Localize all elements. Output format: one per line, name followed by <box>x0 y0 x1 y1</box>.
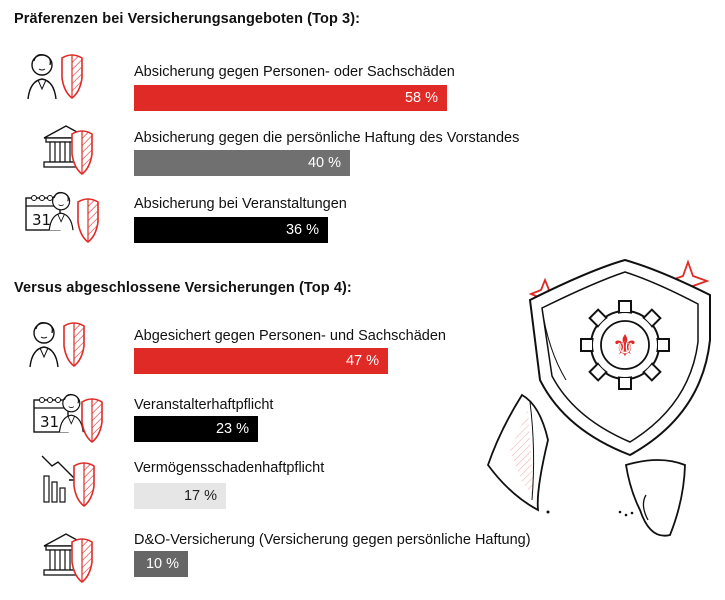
chart1-value-3: 36 % <box>285 222 319 238</box>
shield-gear-fleur-de-lis-icon: ⚜ <box>486 258 711 537</box>
chart1-bar-2: 40 % <box>134 150 350 176</box>
person-shield-icon <box>27 53 83 100</box>
chart1-bar-1: 58 % <box>134 85 447 111</box>
chart2-value-2: 23 % <box>215 421 249 437</box>
chart2-value-1: 47 % <box>345 353 379 369</box>
chart2-label-4: D&O-Versicherung (Versicherung gegen per… <box>134 532 531 548</box>
chart2-bar-3: 17 % <box>134 483 226 509</box>
institution-shield-icon <box>43 533 93 583</box>
institution-shield-icon <box>43 125 93 175</box>
chart1-row-3: Absicherung bei Veranstaltungen 36 % <box>0 186 600 256</box>
chart2-row-4: D&O-Versicherung (Versicherung gegen per… <box>0 524 600 594</box>
chart1-bar-3: 36 % <box>134 217 328 243</box>
chart1-label-1: Absicherung gegen Personen- oder Sachsch… <box>134 64 455 80</box>
person-shield-icon <box>29 321 85 368</box>
chart1-label-2: Absicherung gegen die persönliche Haftun… <box>134 130 520 146</box>
section1-title: Präferenzen bei Versicherungsangeboten (… <box>14 11 361 27</box>
declining-chart-shield-icon <box>41 455 95 507</box>
chart2-label-1: Abgesichert gegen Personen- und Sachschä… <box>134 328 446 344</box>
chart2-label-2: Veranstalterhaftpflicht <box>134 397 274 413</box>
chart2-row-3: Vermögensschadenhaftpflicht 17 % <box>0 452 600 522</box>
chart2-value-3: 17 % <box>183 488 217 504</box>
chart1-value-2: 40 % <box>307 155 341 171</box>
calendar-shield-icon <box>33 393 103 443</box>
chart2-row-2: Veranstalterhaftpflicht 23 % <box>0 388 600 458</box>
chart2-bar-4: 10 % <box>134 551 188 577</box>
svg-text:⚜: ⚜ <box>612 329 639 364</box>
chart2-bar-1: 47 % <box>134 348 388 374</box>
chart1-row-1: Absicherung gegen Personen- oder Sachsch… <box>0 44 600 114</box>
chart2-label-3: Vermögensschadenhaftpflicht <box>134 460 325 476</box>
chart2-value-4: 10 % <box>145 556 179 572</box>
chart1-row-2: Absicherung gegen die persönliche Haftun… <box>0 118 600 188</box>
chart1-label-3: Absicherung bei Veranstaltungen <box>134 196 347 212</box>
chart2-row-1: Abgesichert gegen Personen- und Sachschä… <box>0 312 600 382</box>
calendar-shield-icon <box>25 191 99 243</box>
section2-title: Versus abgeschlossene Versicherungen (To… <box>14 280 352 296</box>
chart1-value-1: 58 % <box>404 90 438 106</box>
chart2-bar-2: 23 % <box>134 416 258 442</box>
